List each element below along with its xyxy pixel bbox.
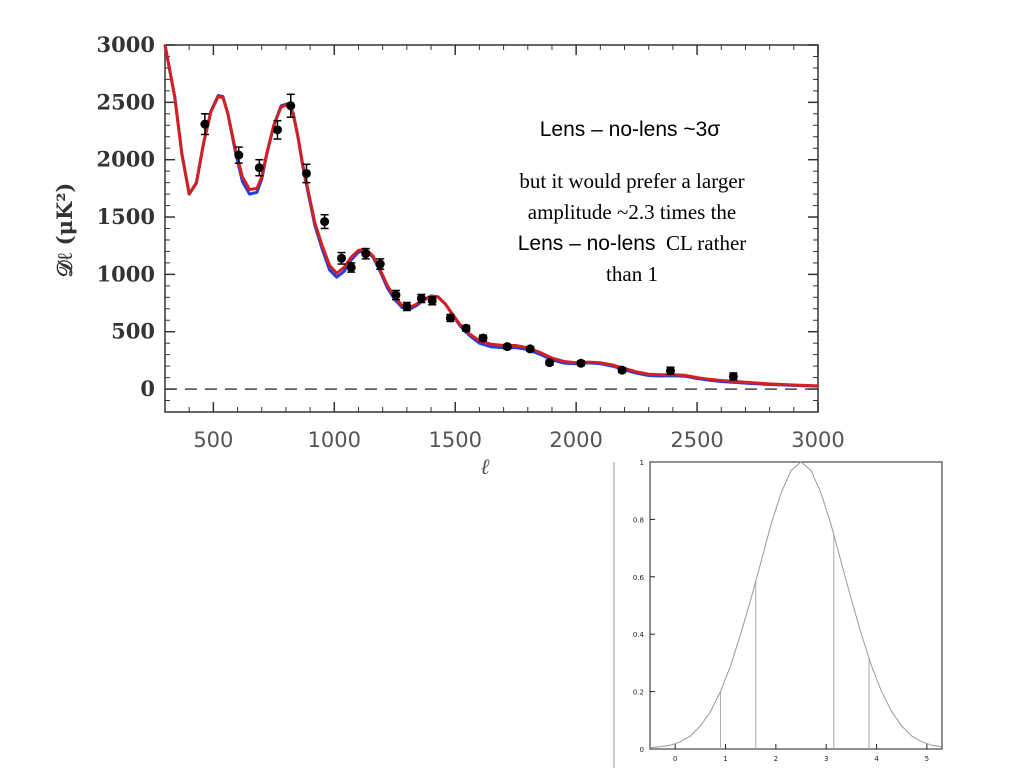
main-y-tick-label: 2500 <box>97 89 155 114</box>
main-data-point <box>502 342 512 352</box>
main-data-point <box>665 366 675 376</box>
annotation-line2d: than 1 <box>606 262 658 286</box>
inset-x-tick-label: 2 <box>774 755 778 763</box>
main-x-tick-label: 2500 <box>670 428 723 452</box>
inset-x-tick-label: 3 <box>824 755 828 763</box>
main-x-tick-label: 500 <box>193 428 233 452</box>
annotation-line1: Lens – no-lens ~3σ <box>539 118 721 141</box>
main-y-tick-label: 500 <box>111 319 155 344</box>
annotation-line2b: amplitude ~2.3 times the <box>527 200 737 224</box>
main-data-point <box>391 290 401 300</box>
inset-y-tick-label: 0.2 <box>633 689 644 697</box>
main-data-point <box>576 358 586 368</box>
main-data-point <box>375 259 385 269</box>
main-data-point <box>320 217 330 227</box>
inset-y-tick-label: 0.8 <box>633 516 644 524</box>
inset-plot-frame <box>649 461 943 750</box>
main-x-tick-label: 2000 <box>549 428 602 452</box>
main-data-point <box>272 125 282 135</box>
main-data-point <box>525 344 535 354</box>
inset-y-tick-label: 1 <box>640 459 644 467</box>
inset-y-tick-label: 0.6 <box>633 574 645 582</box>
annotation-line2c-serif: CL rather <box>655 231 747 255</box>
main-x-tick-label: 1000 <box>308 428 361 452</box>
main-y-ticks: 3000 2500 2000 1500 1000 500 0 <box>97 32 818 413</box>
main-data-points <box>200 93 738 381</box>
main-data-point <box>478 333 488 343</box>
main-y-axis-label: 𝒟ℓ (μK²) <box>52 183 77 278</box>
inset-likelihood-chart: 1 0.8 0.6 0.4 0.2 0 0 1 2 3 4 5 <box>613 459 943 768</box>
main-y-tick-label: 2000 <box>97 147 155 172</box>
main-data-point <box>545 358 555 368</box>
main-x-axis-label: ℓ <box>480 455 490 480</box>
main-data-point <box>254 163 264 173</box>
inset-x-tick-label: 5 <box>925 755 929 763</box>
inset-likelihood-curve <box>649 461 943 749</box>
main-y-tick-label: 1500 <box>97 204 155 229</box>
main-x-ticks: 500 1000 1500 2000 2500 3000 <box>188 45 845 452</box>
main-data-point <box>234 150 244 160</box>
main-power-spectrum-chart: 3000 2500 2000 1500 1000 500 0 500 1000 1500 2000… <box>52 32 845 480</box>
main-data-point <box>728 371 738 381</box>
main-data-point <box>461 323 471 333</box>
main-data-point <box>427 296 437 306</box>
inset-x-tick-label: 0 <box>673 755 677 763</box>
inset-x-tick-label: 4 <box>874 755 879 763</box>
annotation-lens-significance: Lens – no-lens ~3σ <box>470 118 790 142</box>
annotation-line2a: but it would prefer a larger <box>519 169 745 193</box>
main-data-point <box>617 365 627 375</box>
main-data-point <box>200 119 210 129</box>
main-data-point <box>445 313 455 323</box>
main-data-point <box>416 293 426 303</box>
inset-confidence-lines <box>719 534 870 749</box>
main-x-tick-label: 3000 <box>791 428 844 452</box>
main-data-point <box>361 249 371 259</box>
inset-series-group <box>649 461 943 749</box>
inset-y-ticks: 1 0.8 0.6 0.4 0.2 0 <box>633 459 655 754</box>
main-series-group <box>163 44 819 388</box>
main-series-red-line <box>163 44 819 388</box>
annotation-amplitude-note: but it would prefer a larger amplitude ~… <box>462 166 802 290</box>
main-data-point <box>286 101 296 111</box>
main-y-tick-label: 0 <box>140 376 155 401</box>
main-data-point <box>346 262 356 272</box>
annotation-line2c-sans: Lens – no-lens <box>517 232 656 255</box>
inset-x-ticks: 0 1 2 3 4 5 <box>673 744 929 763</box>
annotation-line2c: Lens – no-lens CL rather <box>462 228 802 259</box>
main-y-tick-label: 1000 <box>97 261 155 286</box>
inset-y-tick-label: 0 <box>640 746 644 754</box>
main-x-tick-label: 1500 <box>428 428 481 452</box>
main-data-point <box>402 301 412 311</box>
inset-x-tick-label: 1 <box>723 755 727 763</box>
main-data-point <box>301 168 311 178</box>
main-y-tick-label: 3000 <box>97 32 155 57</box>
inset-y-tick-label: 0.4 <box>633 631 645 639</box>
main-data-point <box>337 253 347 263</box>
